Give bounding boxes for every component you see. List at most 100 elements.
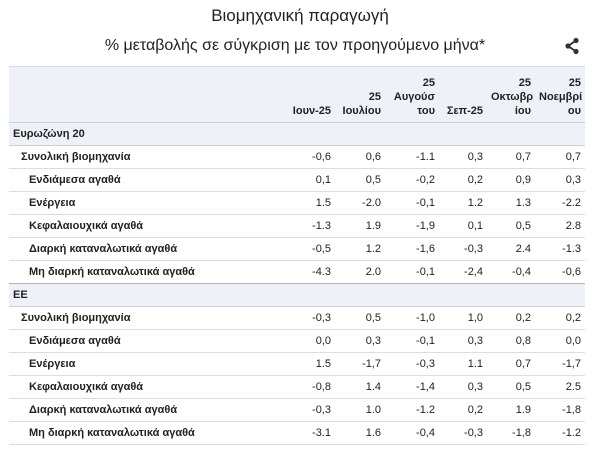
table-cell: -1,4 (385, 375, 439, 399)
table-cell: 0,5 (335, 306, 385, 330)
row-label: Ενδιάμεσα αγαθά (9, 168, 285, 192)
table-row: Ενέργεια 1.5 -2.0 -0,1 1.2 1.3 -2.2 (9, 191, 585, 215)
row-label: Μη διαρκή καταναλωτικά αγαθά (9, 421, 285, 445)
table-cell: 2.4 (487, 237, 535, 261)
table-cell: -0,5 (285, 237, 335, 261)
table-cell: 1.2 (335, 237, 385, 261)
header-row: Ιουν-25 25 Ιουλίου 25 Αυγούσ του Σεπ-25 25 Ο… (9, 67, 585, 123)
table-cell: -1,6 (385, 237, 439, 261)
table-cell: -0,1 (385, 329, 439, 353)
table-cell: 0,5 (487, 214, 535, 238)
row-label: Κεφαλαιουχικά αγαθά (9, 214, 285, 238)
table-cell: -1,8 (535, 398, 585, 422)
table-row: Ενδιάμεσα αγαθά 0,1 0,5 -0,2 0,2 0,9 0,3 (9, 168, 585, 192)
row-label: Ενδιάμεσα αγαθά (9, 329, 285, 353)
table-cell: -1.3 (285, 214, 335, 238)
table-cell: -0,4 (487, 260, 535, 284)
table-cell: -2.2 (535, 191, 585, 215)
group-header-row: ΕΕ (9, 283, 585, 307)
column-header: 25 Ιουλίου (335, 67, 385, 123)
table-row: Κεφαλαιουχικά αγαθά -1.3 1.9 -1,9 0,1 0,… (9, 214, 585, 238)
table-cell: 1.0 (335, 398, 385, 422)
table-cell: 0,3 (335, 329, 385, 353)
data-table: Ιουν-25 25 Ιουλίου 25 Αυγούσ του Σεπ-25 25 Ο… (9, 67, 585, 445)
table-cell: 0,3 (439, 145, 487, 169)
table-cell: 1,0 (439, 306, 487, 330)
table-row: Διαρκή καταναλωτικά αγαθά -0,3 1.0 -1.2 … (9, 398, 585, 422)
column-header: 25 Αυγούσ του (385, 67, 439, 123)
table-cell: -3.1 (285, 421, 335, 445)
table-cell: 1.5 (285, 352, 335, 376)
table-cell: 0,7 (535, 145, 585, 169)
share-button[interactable] (563, 37, 581, 55)
share-icon (565, 37, 579, 55)
column-header: Σεπ-25 (439, 67, 487, 123)
table-cell: -1,7 (535, 352, 585, 376)
group-label: Ευρωζώνη 20 (9, 122, 585, 146)
table-cell: -1,9 (385, 214, 439, 238)
table-cell: -0,3 (385, 352, 439, 376)
group-header-row: Ευρωζώνη 20 (9, 122, 585, 146)
column-header: 25 Νοεμβρί ου (535, 67, 585, 123)
row-label: Διαρκή καταναλωτικά αγαθά (9, 237, 285, 261)
table-cell: -0,3 (285, 306, 335, 330)
table-row: Συνολική βιομηχανία -0,6 0,6 -1.1 0,3 0,… (9, 145, 585, 169)
table-cell: 2.5 (535, 375, 585, 399)
table-cell: -1.1 (385, 145, 439, 169)
table-cell: 0,7 (487, 145, 535, 169)
table-cell: -1.3 (535, 237, 585, 261)
table-row: Μη διαρκή καταναλωτικά αγαθά -3.1 1.6 -0… (9, 421, 585, 445)
table-cell: -0,6 (285, 145, 335, 169)
table-cell: 0,3 (439, 375, 487, 399)
table-cell: 0,7 (487, 352, 535, 376)
table-cell: -0,6 (535, 260, 585, 284)
table-cell: 0,3 (439, 329, 487, 353)
page-subtitle: % μεταβολής σε σύγκριση με τον προηγούμε… (104, 37, 486, 54)
table-cell: 0,0 (285, 329, 335, 353)
table-row: Μη διαρκή καταναλωτικά αγαθά -4.3 2.0 -0… (9, 260, 585, 284)
data-table-container: Ιουν-25 25 Ιουλίου 25 Αυγούσ του Σεπ-25 25 Ο… (9, 66, 585, 445)
row-label: Κεφαλαιουχικά αγαθά (9, 375, 285, 399)
table-cell: 1.5 (285, 191, 335, 215)
table-cell: 0,9 (487, 168, 535, 192)
table-cell: 1.2 (439, 191, 487, 215)
table-cell: -2.0 (335, 191, 385, 215)
row-label: Διαρκή καταναλωτικά αγαθά (9, 398, 285, 422)
row-label: Ενέργεια (9, 352, 285, 376)
table-cell: 1.4 (335, 375, 385, 399)
table-cell: 1.9 (335, 214, 385, 238)
table-cell: -0,3 (439, 237, 487, 261)
table-cell: 1.6 (335, 421, 385, 445)
table-row: Ενδιάμεσα αγαθά 0,0 0,3 -0,1 0,3 0,8 0,0 (9, 329, 585, 353)
table-cell: 0,1 (439, 214, 487, 238)
table-cell: 0,8 (487, 329, 535, 353)
table-cell: -0,3 (439, 421, 487, 445)
table-cell: -1,8 (487, 421, 535, 445)
table-cell: -1,0 (385, 306, 439, 330)
table-cell: 0,6 (335, 145, 385, 169)
table-cell: 0,5 (487, 375, 535, 399)
table-cell: -0,8 (285, 375, 335, 399)
table-cell: 0,2 (439, 168, 487, 192)
group-label: ΕΕ (9, 283, 585, 307)
table-cell: -0,1 (385, 191, 439, 215)
table-cell: 0,2 (487, 306, 535, 330)
table-row: Κεφαλαιουχικά αγαθά -0,8 1.4 -1,4 0,3 0,… (9, 375, 585, 399)
column-header: Ιουν-25 (285, 67, 335, 123)
table-cell: 0,1 (285, 168, 335, 192)
column-header-empty (9, 67, 285, 123)
table-cell: 1.1 (439, 352, 487, 376)
table-cell: -1.2 (385, 398, 439, 422)
table-cell: -1,7 (335, 352, 385, 376)
table-cell: -0,4 (385, 421, 439, 445)
column-header: 25 Οκτωβρ ίου (487, 67, 535, 123)
table-cell: 1.9 (487, 398, 535, 422)
table-cell: 0,2 (535, 306, 585, 330)
table-cell: 0,0 (535, 329, 585, 353)
table-cell: 2.8 (535, 214, 585, 238)
table-cell: -0,1 (385, 260, 439, 284)
row-label: Συνολική βιομηχανία (9, 306, 285, 330)
table-cell: -0,3 (285, 398, 335, 422)
table-cell: 0,2 (439, 398, 487, 422)
page-title: Βιομηχανική παραγωγή (211, 6, 389, 25)
